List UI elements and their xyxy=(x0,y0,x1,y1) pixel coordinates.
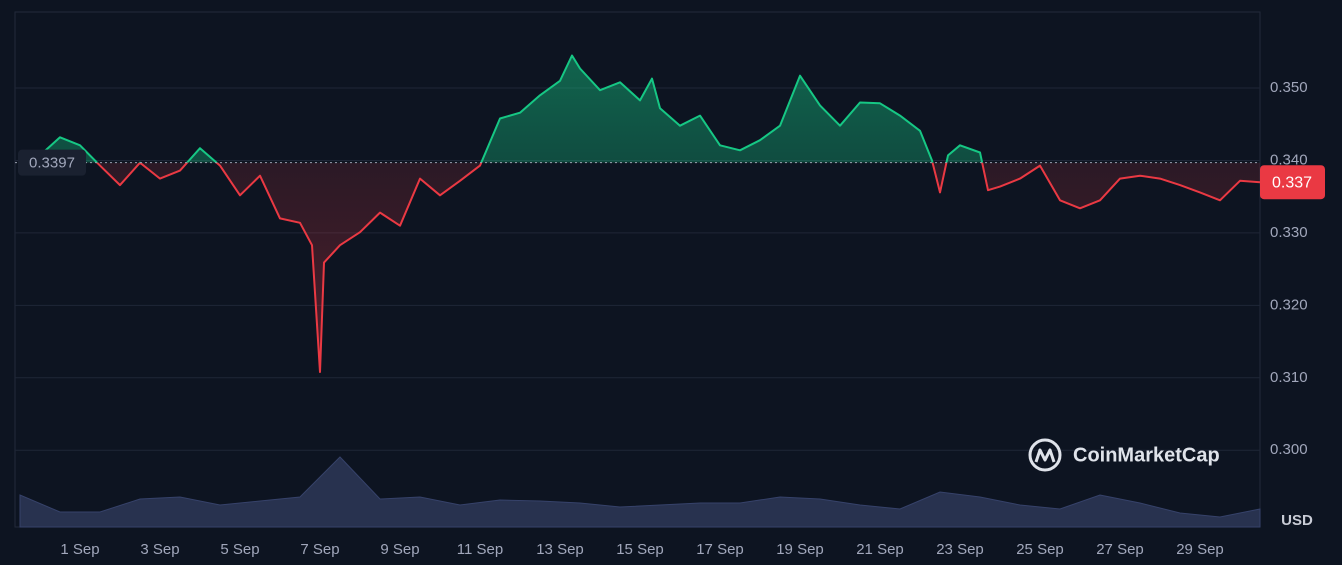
area-up xyxy=(20,55,1260,163)
x-tick-label: 9 Sep xyxy=(380,541,419,558)
overlay: 0.3397 0.337 xyxy=(15,149,1325,200)
y-tick-label: 0.310 xyxy=(1270,369,1308,386)
y-tick-label: 0.340 xyxy=(1270,151,1308,168)
x-tick-label: 23 Sep xyxy=(936,541,984,558)
logo-mark xyxy=(1034,448,1056,463)
watermark-text: CoinMarketCap xyxy=(1073,444,1220,466)
volume xyxy=(19,456,1261,528)
x-tick-label: 13 Sep xyxy=(536,541,584,558)
x-tick-label: 25 Sep xyxy=(1016,541,1064,558)
y-tick-label: 0.320 xyxy=(1270,296,1308,313)
volume-area xyxy=(19,456,1261,528)
y-tick-label: 0.350 xyxy=(1270,79,1308,96)
x-tick-label: 11 Sep xyxy=(457,541,503,558)
x-tick-label: 17 Sep xyxy=(696,541,744,558)
x-tick-label: 1 Sep xyxy=(60,541,99,558)
x-tick-label: 29 Sep xyxy=(1176,541,1224,558)
last-price-label: 0.337 xyxy=(1272,174,1312,191)
x-tick-label: 27 Sep xyxy=(1096,541,1144,558)
reference-tag xyxy=(18,149,86,176)
logo xyxy=(1028,438,1062,472)
axis-unit: USD xyxy=(1281,512,1313,529)
last-price-tag xyxy=(1260,165,1325,200)
line-up xyxy=(19,54,984,163)
x-tick-label: 15 Sep xyxy=(616,541,664,558)
x-tick-label: 5 Sep xyxy=(220,541,259,558)
reference-label: 0.3397 xyxy=(29,155,75,172)
y-tick-label: 0.300 xyxy=(1270,441,1308,458)
line-down xyxy=(95,162,1260,373)
x-tick-label: 21 Sep xyxy=(856,541,904,558)
area-down xyxy=(97,162,1260,372)
watermark: CoinMarketCap xyxy=(1028,438,1220,472)
price xyxy=(19,54,1260,373)
y-tick-label: 0.330 xyxy=(1270,224,1308,241)
x-tick-label: 7 Sep xyxy=(300,541,339,558)
x-tick-label: 19 Sep xyxy=(776,541,824,558)
x-tick-label: 3 Sep xyxy=(140,541,179,558)
